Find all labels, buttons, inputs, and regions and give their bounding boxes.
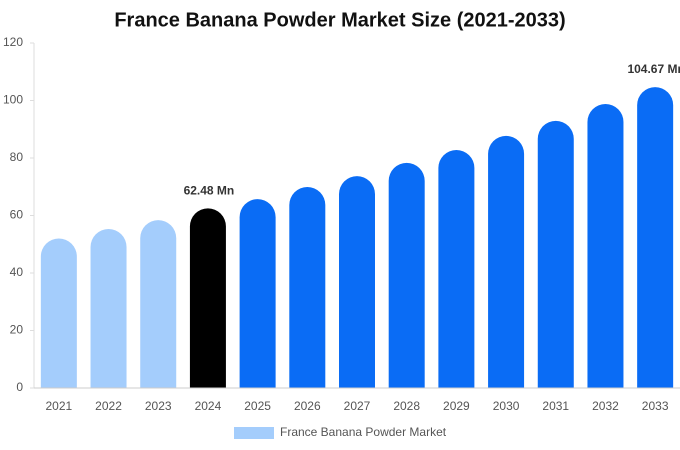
y-tick-label: 20 (10, 323, 24, 337)
data-label: 62.48 Mn (184, 184, 235, 198)
x-tick-label: 2031 (542, 399, 569, 413)
bar (587, 103, 624, 388)
bar (438, 149, 475, 388)
y-tick-label: 0 (16, 380, 23, 394)
chart-title: France Banana Powder Market Size (2021-2… (114, 9, 565, 31)
x-tick-label: 2024 (195, 399, 222, 413)
legend-swatch (234, 427, 274, 439)
x-tick-label: 2033 (642, 399, 669, 413)
x-tick-label: 2021 (45, 399, 72, 413)
x-tick-label: 2026 (294, 399, 321, 413)
bar (537, 120, 574, 388)
x-tick-label: 2030 (493, 399, 520, 413)
x-tick-label: 2032 (592, 399, 619, 413)
x-tick-label: 2029 (443, 399, 470, 413)
y-tick-label: 60 (10, 208, 24, 222)
y-tick-label: 100 (3, 93, 23, 107)
bar (239, 199, 276, 388)
bar (140, 220, 177, 388)
bar (339, 176, 375, 388)
bar (90, 229, 127, 388)
x-tick-label: 2022 (95, 399, 122, 413)
bar (637, 87, 674, 388)
y-tick-label: 120 (3, 35, 23, 49)
bar (189, 208, 226, 388)
bar (289, 187, 326, 388)
x-tick-label: 2028 (393, 399, 420, 413)
bar (388, 162, 425, 388)
y-tick-label: 40 (10, 265, 24, 279)
bar (40, 238, 77, 388)
x-tick-label: 2027 (344, 399, 371, 413)
x-tick-label: 2023 (145, 399, 172, 413)
legend-label: France Banana Powder Market (280, 425, 447, 439)
data-label: 104.67 Mn (627, 62, 680, 76)
x-tick-label: 2025 (244, 399, 271, 413)
y-tick-label: 80 (10, 150, 24, 164)
bar (488, 135, 525, 388)
